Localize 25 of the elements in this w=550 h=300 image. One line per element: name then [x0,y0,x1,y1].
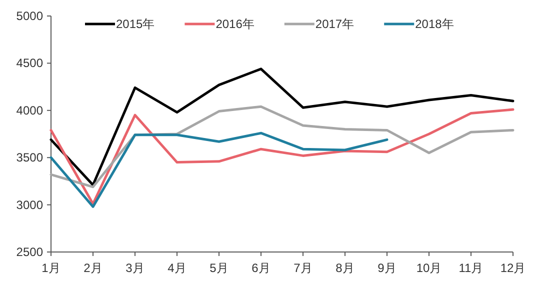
x-tick-label: 7月 [294,261,312,275]
y-tick-label: 4500 [16,56,44,70]
x-tick-label: 6月 [252,261,270,275]
x-tick-label: 8月 [336,261,354,275]
legend-label: 2018年 [415,17,454,31]
line-series [50,68,514,186]
x-tick-label: 1月 [42,261,60,275]
y-tick-label: 5000 [16,9,44,23]
legend-label: 2017年 [315,17,354,31]
legend-label: 2015年 [116,17,155,31]
y-tick-label: 2500 [16,245,44,259]
x-tick-label: 11月 [458,261,484,275]
x-tick-label: 10月 [416,261,442,275]
line-series [50,108,514,206]
x-tick-label: 2月 [84,261,102,275]
y-tick-label: 3500 [16,150,44,165]
y-tick-label: 4000 [16,103,44,118]
x-tick-label: 4月 [168,261,186,275]
x-tick-label: 12月 [500,261,526,275]
x-tick-label: 9月 [378,261,396,275]
legend-label: 2016年 [216,17,254,31]
line-series [50,132,388,208]
x-tick-label: 5月 [210,261,228,275]
y-tick-label: 3000 [16,198,44,212]
x-tick-label: 3月 [126,261,144,275]
